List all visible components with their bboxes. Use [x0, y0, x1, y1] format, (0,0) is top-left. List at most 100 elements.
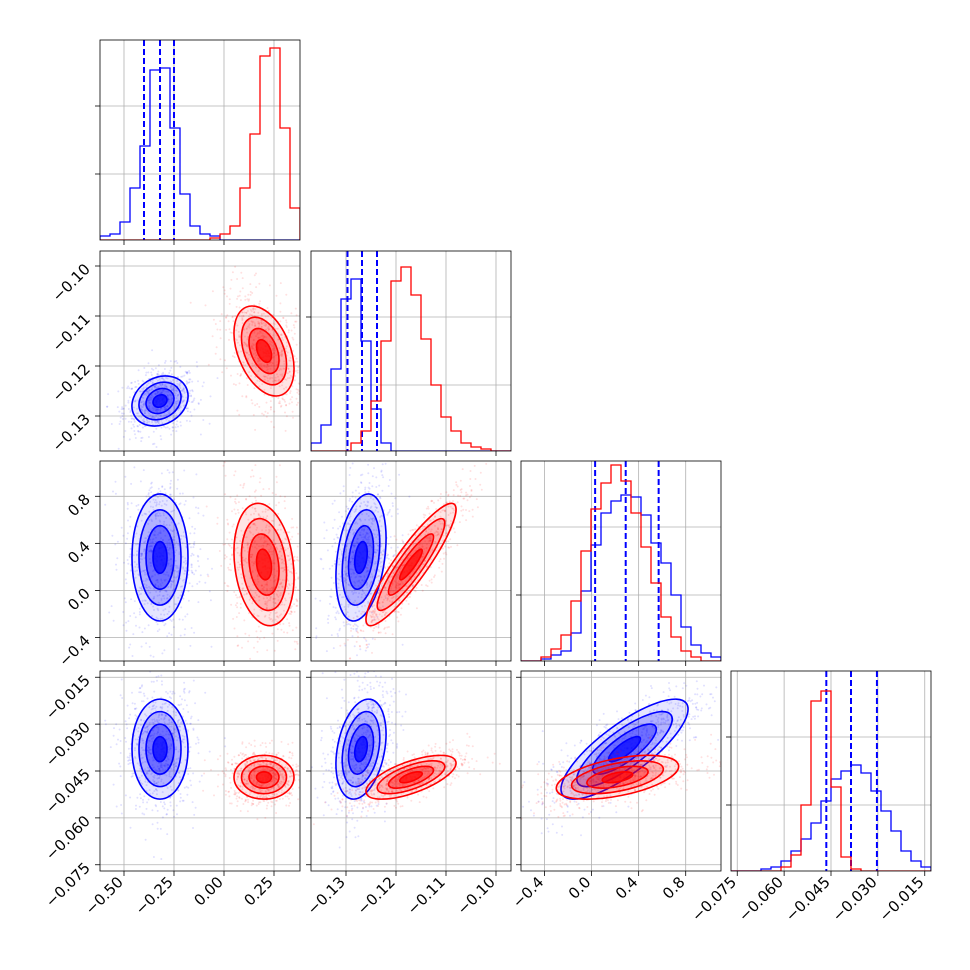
sample-point — [283, 378, 286, 381]
sample-point — [177, 570, 180, 573]
sample-point — [163, 801, 166, 804]
sample-point — [166, 833, 169, 836]
sample-point — [403, 547, 406, 550]
sample-point — [406, 591, 409, 594]
sample-point — [375, 506, 378, 509]
sample-point — [259, 678, 261, 680]
sample-point — [173, 576, 175, 579]
sample-point — [365, 646, 368, 649]
sample-point — [170, 366, 173, 369]
sample-point — [276, 615, 279, 618]
sample-point — [237, 644, 240, 647]
sample-point — [188, 381, 191, 384]
sample-point — [227, 320, 230, 323]
sample-point — [139, 430, 142, 433]
sample-point — [359, 645, 362, 648]
sample-point — [126, 503, 129, 506]
sample-point — [257, 513, 260, 516]
sample-point — [171, 721, 174, 724]
sample-point — [257, 357, 260, 360]
sample-point — [155, 782, 158, 785]
sample-point — [260, 314, 263, 317]
y-tick-label-1-2: −0.11 — [49, 310, 94, 355]
sample-point — [272, 356, 274, 359]
sample-point — [380, 525, 383, 528]
sample-point — [342, 596, 345, 599]
sample-point — [153, 385, 156, 388]
sample-point — [161, 805, 164, 808]
sample-point — [344, 510, 347, 513]
sample-point — [336, 633, 339, 635]
sample-point — [249, 356, 252, 358]
sample-point — [397, 599, 400, 602]
sample-point — [367, 564, 369, 566]
sample-point — [265, 545, 268, 548]
sample-point — [257, 512, 260, 515]
sample-point — [129, 826, 132, 829]
sample-point — [166, 808, 169, 811]
sample-point — [288, 612, 291, 615]
sample-point — [396, 595, 399, 598]
sample-point — [148, 668, 150, 670]
sample-point — [141, 409, 144, 412]
sample-point — [280, 351, 283, 353]
sample-point — [264, 614, 267, 617]
y-tick-label-2-2: 0.4 — [64, 537, 94, 567]
sample-point — [150, 752, 152, 755]
sample-point — [166, 613, 169, 615]
sample-point — [189, 779, 192, 782]
sample-point — [378, 562, 381, 565]
sample-point — [252, 533, 255, 536]
sample-point — [370, 582, 372, 585]
sample-point — [151, 575, 154, 578]
sample-point — [332, 647, 335, 650]
sample-point — [129, 515, 132, 518]
sample-point — [368, 518, 371, 521]
sample-point — [239, 290, 242, 293]
sample-point — [173, 728, 176, 731]
sample-point — [330, 576, 333, 579]
sample-point — [237, 511, 240, 514]
sample-point — [466, 493, 469, 496]
sample-point — [275, 481, 278, 484]
sample-point — [271, 361, 274, 364]
sample-point — [155, 616, 158, 619]
sample-point — [188, 420, 191, 423]
sample-point — [264, 375, 266, 378]
sample-point — [260, 335, 263, 338]
sample-point — [268, 550, 271, 553]
sample-point — [268, 487, 271, 490]
sample-point — [192, 727, 195, 730]
sample-point — [165, 385, 168, 388]
sample-point — [170, 620, 173, 622]
sample-point — [371, 517, 374, 520]
sample-point — [160, 713, 163, 716]
sample-point — [268, 616, 271, 619]
sample-point — [292, 349, 295, 352]
sample-point — [128, 387, 131, 390]
sample-point — [361, 579, 364, 582]
sample-point — [149, 793, 151, 796]
sample-point — [158, 594, 161, 597]
sample-point — [275, 547, 278, 550]
sample-point — [242, 361, 244, 364]
sample-point — [144, 569, 147, 572]
sample-point — [425, 546, 428, 549]
sample-point — [378, 574, 380, 577]
sample-point — [369, 561, 372, 564]
sample-point — [146, 749, 149, 752]
sample-point — [283, 399, 286, 401]
sample-point — [129, 525, 132, 528]
sample-point — [274, 376, 277, 379]
sample-point — [450, 545, 452, 548]
sample-point — [234, 547, 237, 550]
sample-point — [327, 621, 330, 624]
sample-point — [161, 791, 164, 794]
sample-point — [182, 741, 185, 744]
sample-point — [288, 377, 291, 379]
sample-point — [328, 602, 331, 605]
sample-point — [367, 515, 370, 517]
sample-point — [226, 295, 228, 298]
sample-point — [396, 508, 399, 511]
